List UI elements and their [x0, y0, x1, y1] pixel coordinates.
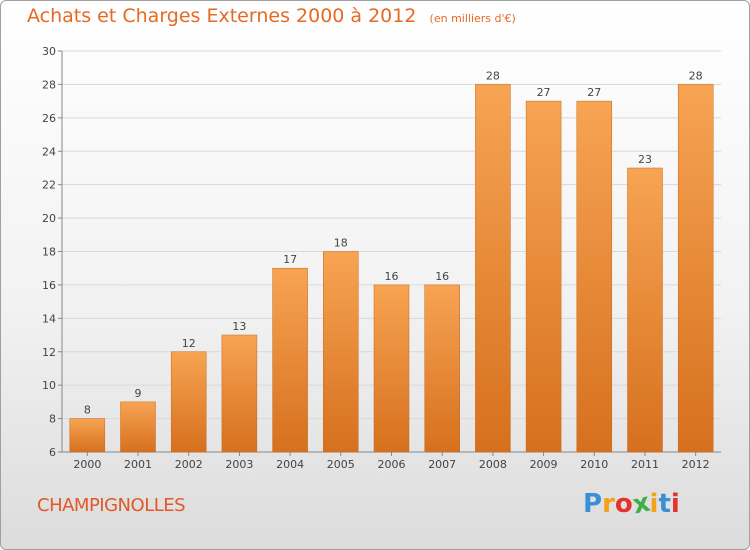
bar-2000	[69, 418, 106, 453]
y-tick-label: 12	[42, 346, 56, 359]
x-tick-label: 2003	[225, 458, 253, 471]
y-tick-label: 14	[42, 312, 56, 325]
bar-2011	[627, 167, 663, 453]
data-label: 27	[587, 86, 601, 99]
x-tick-label: 2012	[682, 458, 710, 471]
chart-title: Achats et Charges Externes 2000 à 2012	[27, 5, 417, 27]
bar-2009	[525, 100, 562, 453]
bar-2001	[120, 401, 156, 453]
bar-2008	[475, 84, 511, 453]
y-tick-label: 22	[42, 179, 56, 192]
y-tick-label: 10	[42, 379, 56, 392]
chart-subtitle: (en milliers d'€)	[429, 12, 516, 25]
bar-2007	[424, 284, 460, 453]
data-label: 23	[638, 153, 652, 166]
y-tick-label: 20	[42, 212, 56, 225]
logo-letter: i	[670, 489, 680, 519]
x-tick-label: 2001	[124, 458, 152, 471]
x-tick-label: 2010	[580, 458, 608, 471]
data-label: 9	[135, 387, 142, 400]
x-tick-label: 2004	[276, 458, 304, 471]
commune-name: CHAMPIGNOLLES	[37, 495, 186, 516]
x-tick-label: 2006	[378, 458, 406, 471]
x-tick-label: 2002	[175, 458, 203, 471]
data-label: 16	[435, 270, 449, 283]
data-label: 17	[283, 253, 297, 266]
y-tick-label: 26	[42, 112, 56, 125]
x-tick-label: 2005	[327, 458, 355, 471]
y-tick-label: 30	[42, 45, 56, 58]
data-label: 27	[537, 86, 551, 99]
data-label: 16	[385, 270, 399, 283]
bar-2002	[170, 351, 207, 453]
bar-2010	[576, 100, 613, 453]
logo-letter: o	[614, 489, 633, 519]
bar-2012	[677, 84, 714, 453]
x-tick-label: 2007	[428, 458, 456, 471]
bars	[69, 84, 714, 453]
y-tick-label: 6	[49, 446, 56, 459]
logo-letter: r	[602, 489, 615, 519]
y-tick-label: 24	[42, 145, 56, 158]
data-label: 18	[334, 237, 348, 250]
y-tick-label: 18	[42, 246, 56, 259]
y-tick-label: 8	[49, 413, 56, 426]
data-label: 28	[486, 69, 500, 82]
data-label: 8	[84, 404, 91, 417]
labels: 8 9 12 13 17 18 16 16 28 27 27 23 28	[84, 69, 703, 416]
data-label: 13	[232, 320, 246, 333]
bar-2006	[373, 284, 410, 453]
logo-letter: P	[583, 489, 603, 519]
bar-2004	[272, 267, 308, 453]
proxiti-logo[interactable]: Proxiti	[583, 488, 680, 521]
bar-2003	[221, 334, 258, 453]
chart-title-block: Achats et Charges Externes 2000 à 2012 (…	[27, 5, 516, 27]
x-tick-label: 2008	[479, 458, 507, 471]
data-label: 28	[689, 69, 703, 82]
logo-letter: i	[649, 489, 659, 519]
x-tick-label: 2000	[73, 458, 101, 471]
y-tick-label: 16	[42, 279, 56, 292]
bar-2005	[323, 251, 359, 453]
data-label: 12	[182, 337, 196, 350]
x-tick-label: 2009	[530, 458, 558, 471]
y-tick-label: 28	[42, 78, 56, 91]
logo-letter: t	[658, 489, 671, 519]
x-tick-label: 2011	[631, 458, 659, 471]
